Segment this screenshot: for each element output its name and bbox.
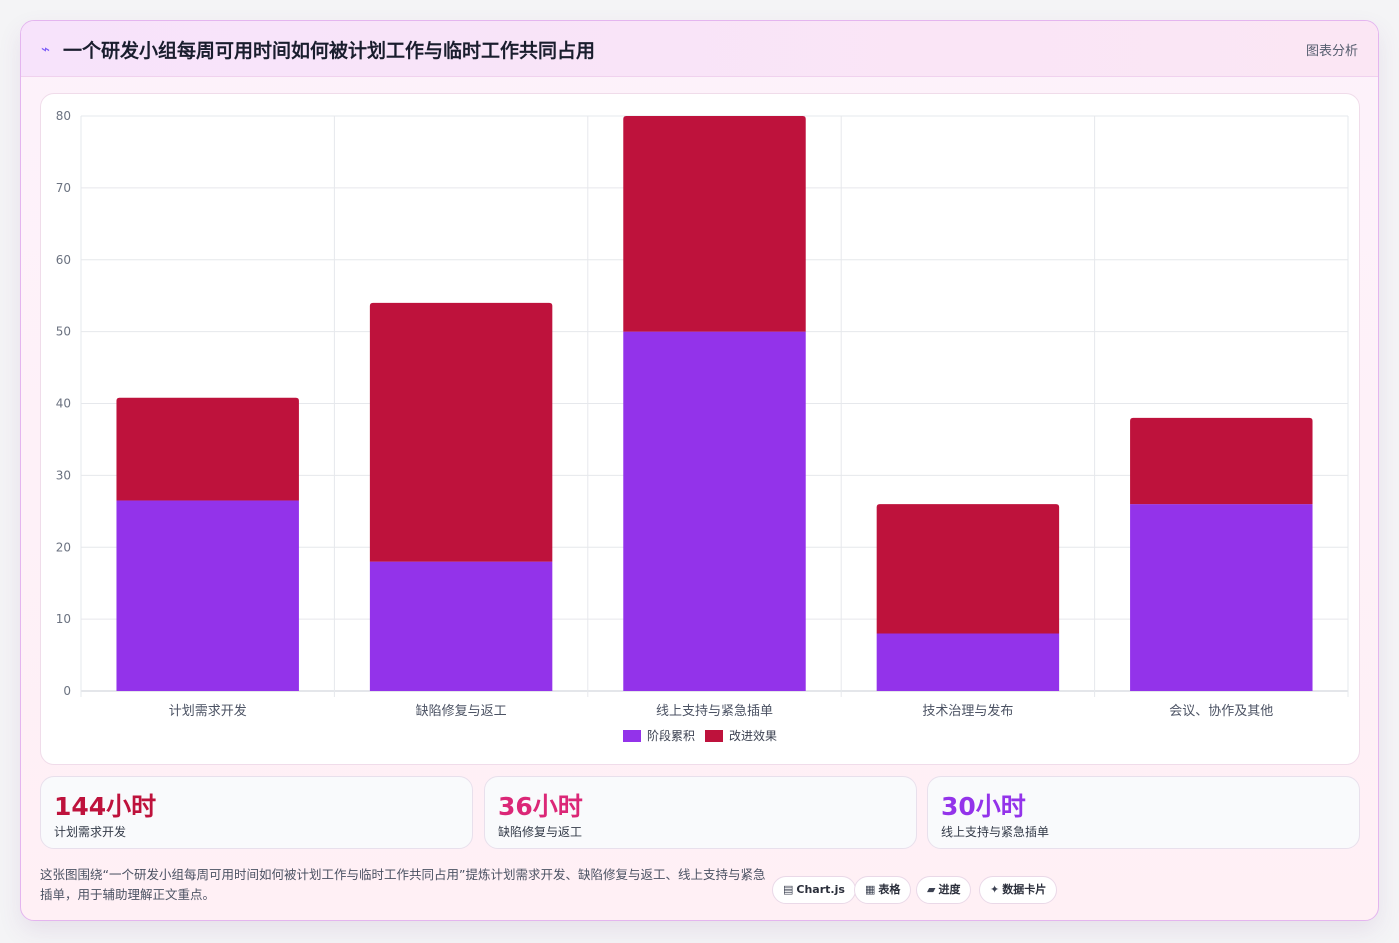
table-icon: ▦: [865, 883, 876, 896]
chip-data-cards[interactable]: ✦ 数据卡片: [979, 876, 1058, 904]
y-tick-label: 80: [56, 109, 71, 123]
legend-label: 阶段累积: [647, 728, 695, 743]
bar-segment-1: [623, 331, 806, 691]
x-tick-label: 计划需求开发: [169, 703, 247, 719]
chip-progress[interactable]: ▰ 进度: [916, 876, 972, 904]
bar-segment-2: [116, 397, 299, 501]
stat-card-3: 30小时 线上支持与紧急插单: [927, 776, 1360, 849]
legend-swatch: [623, 730, 641, 742]
y-tick-label: 30: [56, 468, 71, 482]
bar-segment-1: [1130, 504, 1313, 691]
chart-area: 0 10 20 30 40 50 60 70 80 计划需求开发 缺陷修复与返工 线上支持与紧急插单 技…: [40, 93, 1360, 765]
bar-segment-2: [623, 116, 806, 332]
x-tick-label: 会议、协作及其他: [1169, 704, 1273, 719]
x-tick-label: 缺陷修复与返工: [416, 704, 507, 719]
chip-label: 表格: [878, 883, 901, 896]
progress-icon: ▰: [927, 883, 936, 896]
stat-card-1: 144小时 计划需求开发: [40, 776, 473, 849]
bar-segment-1: [369, 561, 553, 691]
stat-card-2: 36小时 缺陷修复与返工: [484, 776, 917, 849]
x-tick-label: 线上支持与紧急插单: [656, 704, 773, 719]
x-tick-label: 技术治理与发布: [922, 703, 1013, 719]
legend-label: 改进效果: [729, 728, 777, 743]
y-tick-label: 60: [56, 253, 71, 267]
stat-value: 30小时: [941, 792, 1026, 821]
chart-icon: ▤: [783, 883, 794, 896]
y-tick-label: 0: [63, 684, 71, 698]
chip-label: 进度: [938, 883, 961, 896]
lightning-icon: ⌁: [41, 40, 51, 58]
chart-title: 一个研发小组每周可用时间如何被计划工作与临时工作共同占用: [63, 40, 596, 62]
stat-value: 144小时: [54, 792, 157, 821]
y-tick-label: 40: [56, 397, 71, 411]
bar-segment-1: [876, 633, 1060, 691]
sparkle-icon: ✦: [990, 883, 1000, 896]
y-tick-label: 70: [56, 181, 71, 195]
chip-chartjs[interactable]: ▤ Chart.js: [772, 876, 856, 904]
card-header: ⌁ 一个研发小组每周可用时间如何被计划工作与临时工作共同占用 图表分析: [21, 21, 1378, 77]
chart-description: 这张图围绕“一个研发小组每周可用时间如何被计划工作与临时工作共同占用”提炼计划需…: [40, 867, 766, 902]
stat-label: 计划需求开发: [54, 825, 127, 839]
chart-analysis-tag: 图表分析: [1305, 44, 1358, 59]
bar-segment-1: [116, 500, 299, 691]
chip-label: Chart.js: [796, 883, 845, 896]
stat-value: 36小时: [498, 792, 583, 821]
y-tick-label: 10: [56, 612, 71, 626]
bar-segment-2: [1130, 417, 1313, 505]
chip-table[interactable]: ▦ 表格: [854, 876, 912, 904]
legend-swatch: [705, 730, 723, 742]
chart-card: ⌁ 一个研发小组每周可用时间如何被计划工作与临时工作共同占用 图表分析 0 10 2…: [20, 20, 1379, 921]
y-tick-label: 50: [56, 325, 71, 339]
y-tick-label: 20: [56, 540, 71, 554]
stat-label: 缺陷修复与返工: [498, 825, 583, 839]
bar-segment-2: [876, 504, 1060, 634]
bar-segment-2: [369, 302, 553, 562]
stat-label: 线上支持与紧急插单: [941, 825, 1050, 839]
chip-label: 数据卡片: [1002, 883, 1047, 896]
stacked-bar-chart: 0 10 20 30 40 50 60 70 80 计划需求开发 缺陷修复与返工 线上支持与紧急插单 技…: [56, 109, 1349, 743]
